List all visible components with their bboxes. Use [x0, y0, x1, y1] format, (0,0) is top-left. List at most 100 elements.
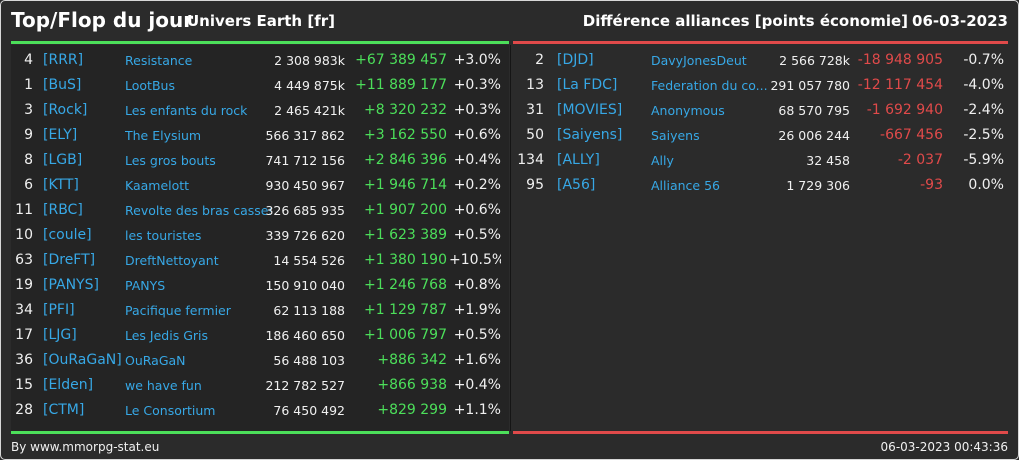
- top-row: 28 [CTM] Le Consortium 76 450 492 +829 299 +1…: [11, 398, 509, 423]
- percent-value: +0.2%: [453, 177, 501, 193]
- rank-value: 3: [24, 102, 33, 118]
- top-row: 19 [PANYS] PANYS 150 910 040 +1 246 768 +0.8%: [11, 273, 509, 298]
- rank-value: 6: [24, 177, 33, 193]
- alliance-tag-link[interactable]: [coule]: [43, 227, 92, 243]
- percent-value: +3.0%: [453, 52, 501, 68]
- rank-value: 50: [526, 127, 544, 143]
- points-value: 741 712 156: [265, 153, 345, 168]
- top-row: 15 [Elden] we have fun 212 782 527 +866 938 +…: [11, 373, 509, 398]
- flop-row: 31 [MOVIES] Anonymous 68 570 795 -1 692 940 -…: [513, 98, 1008, 123]
- diff-value: -1 692 940: [866, 102, 943, 118]
- alliance-tag-link[interactable]: [DreFT]: [43, 252, 96, 268]
- diff-value: +67 389 457: [355, 52, 447, 68]
- alliance-name-link[interactable]: Kaamelott: [125, 178, 190, 193]
- alliance-name-link[interactable]: Les enfants du rock: [125, 103, 248, 118]
- points-value: 1 729 306: [786, 178, 850, 193]
- diff-value: -93: [920, 177, 943, 193]
- alliance-tag-link[interactable]: [OuRaGaN]: [43, 352, 122, 368]
- alliance-tag-link[interactable]: [RRR]: [43, 52, 84, 68]
- alliance-name-link[interactable]: Les gros bouts: [125, 153, 216, 168]
- universe-label: Univers Earth [fr]: [187, 12, 335, 30]
- rank-value: 13: [526, 77, 544, 93]
- diff-value: -667 456: [880, 127, 943, 143]
- alliance-tag-link[interactable]: [La FDC]: [557, 77, 618, 93]
- alliance-tag-link[interactable]: [KTT]: [43, 177, 79, 193]
- diff-value: +1 129 787: [364, 302, 447, 318]
- alliance-tag-link[interactable]: [LGB]: [43, 152, 83, 168]
- alliance-name-link[interactable]: les touristes: [125, 228, 202, 243]
- alliance-name-link[interactable]: PANYS: [125, 278, 166, 293]
- percent-value: +0.8%: [453, 277, 501, 293]
- percent-value: +1.1%: [453, 402, 501, 418]
- alliance-tag-link[interactable]: [PFI]: [43, 302, 75, 318]
- top-bottom-line: [11, 431, 509, 434]
- percent-value: +0.6%: [453, 127, 501, 143]
- diff-value: +1 946 714: [364, 177, 447, 193]
- flop-row: 95 [A56] Alliance 56 1 729 306 -93 0.0%: [513, 173, 1008, 198]
- rank-value: 17: [15, 327, 33, 343]
- diff-value: +886 342: [377, 352, 447, 368]
- points-value: 930 450 967: [265, 178, 345, 193]
- alliance-name-link[interactable]: Alliance 56: [651, 178, 720, 193]
- alliance-tag-link[interactable]: [BuS]: [43, 77, 82, 93]
- column-divider: [510, 45, 511, 431]
- points-value: 62 113 188: [273, 303, 345, 318]
- percent-value: +0.5%: [453, 327, 501, 343]
- diff-value: +829 299: [377, 402, 447, 418]
- alliance-tag-link[interactable]: [DJD]: [557, 52, 594, 68]
- points-value: 32 458: [806, 153, 850, 168]
- alliance-name-link[interactable]: Anonymous: [651, 103, 725, 118]
- alliance-name-link[interactable]: DavyJonesDeut: [651, 53, 747, 68]
- diff-value: -18 948 905: [857, 52, 943, 68]
- alliance-name-link[interactable]: Le Consortium: [125, 403, 216, 418]
- points-value: 14 554 526: [273, 253, 345, 268]
- alliance-tag-link[interactable]: [CTM]: [43, 402, 85, 418]
- alliance-tag-link[interactable]: [A56]: [557, 177, 596, 193]
- source-credit: By www.mmorpg-stat.eu: [11, 440, 160, 454]
- alliance-tag-link[interactable]: [Saiyens]: [557, 127, 623, 143]
- alliance-tag-link[interactable]: [Rock]: [43, 102, 88, 118]
- alliance-name-link[interactable]: Revolte des bras casses: [125, 203, 271, 218]
- top-row: 63 [DreFT] DreftNettoyant 14 554 526 +1 380 …: [11, 248, 509, 273]
- alliance-tag-link[interactable]: [RBC]: [43, 202, 83, 218]
- alliance-tag-link[interactable]: [ALLY]: [557, 152, 600, 168]
- alliance-tag-link[interactable]: [MOVIES]: [557, 102, 623, 118]
- diff-value: +1 246 768: [364, 277, 447, 293]
- page-title: Top/Flop du jour: [11, 8, 194, 32]
- alliance-name-link[interactable]: we have fun: [125, 378, 202, 393]
- percent-value: -4.0%: [963, 77, 1004, 93]
- diff-value: +3 162 550: [364, 127, 447, 143]
- top-divider-line: [11, 41, 509, 44]
- alliance-name-link[interactable]: Federation du co...: [651, 78, 768, 93]
- diff-value: +1 623 389: [364, 227, 447, 243]
- percent-value: +0.5%: [453, 227, 501, 243]
- alliance-tag-link[interactable]: [ELY]: [43, 127, 78, 143]
- percent-value: +0.6%: [453, 202, 501, 218]
- alliance-name-link[interactable]: Pacifique fermier: [125, 303, 231, 318]
- flop-bottom-line: [513, 431, 1008, 434]
- alliance-name-link[interactable]: Saiyens: [651, 128, 700, 143]
- alliance-name-link[interactable]: LootBus: [125, 78, 175, 93]
- alliance-name-link[interactable]: OuRaGaN: [125, 353, 186, 368]
- points-value: 76 450 492: [273, 403, 345, 418]
- alliance-tag-link[interactable]: [LJG]: [43, 327, 77, 343]
- alliance-name-link[interactable]: DreftNettoyant: [125, 253, 219, 268]
- diff-value: -12 117 454: [857, 77, 943, 93]
- rank-value: 4: [24, 52, 33, 68]
- alliance-name-link[interactable]: Ally: [651, 153, 674, 168]
- alliance-name-link[interactable]: Les Jedis Gris: [125, 328, 209, 343]
- points-value: 4 449 875k: [274, 78, 345, 93]
- points-value: 566 317 862: [265, 128, 345, 143]
- top-row: 6 [KTT] Kaamelott 930 450 967 +1 946 714 +0.2…: [11, 173, 509, 198]
- alliance-tag-link[interactable]: [Elden]: [43, 377, 94, 393]
- header: Top/Flop du jour Univers Earth [fr] Diff…: [1, 1, 1018, 41]
- flop-row: 134 [ALLY] Ally 32 458 -2 037 -5.9%: [513, 148, 1008, 173]
- alliance-tag-link[interactable]: [PANYS]: [43, 277, 99, 293]
- alliance-name-link[interactable]: Resistance: [125, 53, 193, 68]
- diff-value: +1 006 797: [364, 327, 447, 343]
- diff-value: +1 907 200: [364, 202, 447, 218]
- percent-value: +0.4%: [453, 377, 501, 393]
- rank-value: 10: [15, 227, 33, 243]
- alliance-name-link[interactable]: The Elysium: [125, 128, 202, 143]
- points-value: 291 057 780: [770, 78, 850, 93]
